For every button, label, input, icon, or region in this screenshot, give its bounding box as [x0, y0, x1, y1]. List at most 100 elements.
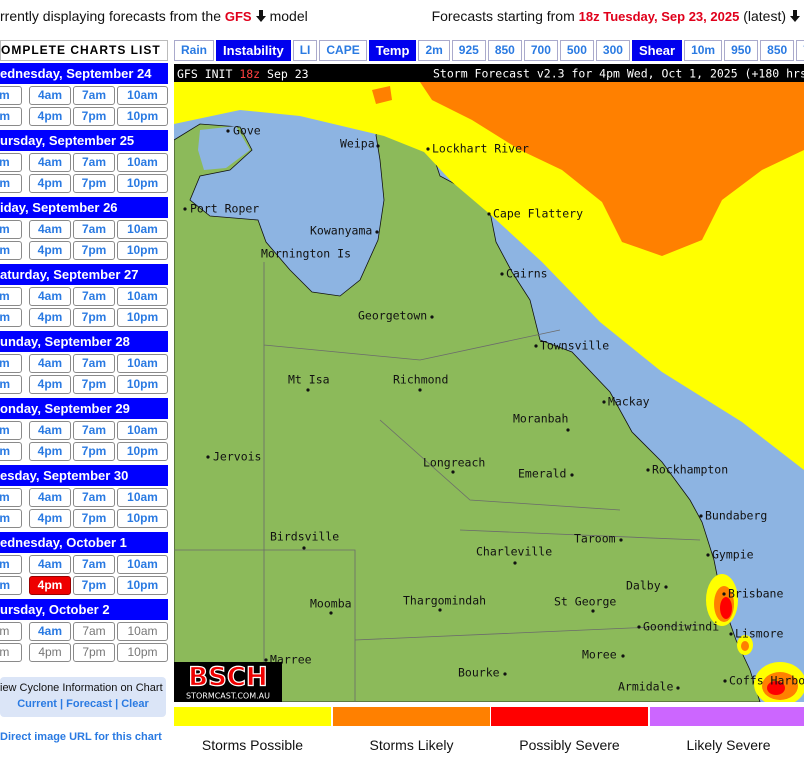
link[interactable]: Clear [121, 698, 149, 710]
time-button[interactable]: 7pm [73, 174, 115, 193]
time-button[interactable]: 4pm [29, 576, 71, 595]
time-button[interactable]: am [0, 555, 22, 574]
time-button[interactable]: 10am [117, 220, 168, 239]
time-button[interactable]: 4pm [29, 174, 71, 193]
time-button[interactable]: pm [0, 375, 22, 394]
time-button[interactable]: 4pm [29, 509, 71, 528]
link[interactable]: Forecast [66, 698, 113, 710]
time-button[interactable]: 4am [29, 421, 71, 440]
time-button[interactable]: pm [0, 107, 22, 126]
time-button[interactable]: am [0, 421, 22, 440]
time-button[interactable]: pm [0, 241, 22, 260]
tab[interactable]: Rain [174, 40, 215, 61]
time-button[interactable]: 7pm [73, 241, 115, 260]
tab[interactable]: 700 [523, 40, 558, 61]
time-button[interactable]: pm [0, 442, 22, 461]
time-button[interactable]: 10pm [117, 509, 168, 528]
time-button[interactable]: 10pm [117, 643, 168, 662]
time-button[interactable]: 7am [73, 287, 115, 306]
time-button[interactable]: pm [0, 576, 22, 595]
time-button[interactable]: 10am [117, 354, 168, 373]
arrow-icon[interactable] [255, 10, 267, 22]
time-button[interactable]: 7am [73, 622, 115, 641]
time-button[interactable]: 4pm [29, 107, 71, 126]
time-button[interactable]: 7pm [73, 643, 115, 662]
arrow-icon[interactable] [789, 10, 801, 22]
time-button[interactable]: 10pm [117, 576, 168, 595]
time-button[interactable]: 4am [29, 555, 71, 574]
time-button[interactable]: 7pm [73, 442, 115, 461]
tab[interactable]: Temp [368, 40, 417, 61]
tab[interactable]: 925 [451, 40, 486, 61]
tab[interactable]: 500 [559, 40, 594, 61]
time-button[interactable]: 10am [117, 555, 168, 574]
time-button[interactable]: 7pm [73, 308, 115, 327]
time-button[interactable]: 10am [117, 287, 168, 306]
time-button[interactable]: 10am [117, 153, 168, 172]
time-button[interactable]: am [0, 153, 22, 172]
time-button[interactable]: am [0, 622, 22, 641]
time-button[interactable]: 10am [117, 421, 168, 440]
time-button[interactable]: 4am [29, 220, 71, 239]
time-button[interactable]: 4pm [29, 442, 71, 461]
time-button[interactable]: 4am [29, 86, 71, 105]
time-button[interactable]: 7am [73, 488, 115, 507]
tab[interactable]: 850 [760, 40, 795, 61]
link[interactable]: Current [17, 698, 57, 710]
time-button[interactable]: 10pm [117, 442, 168, 461]
time-button[interactable]: 4pm [29, 643, 71, 662]
time-button[interactable]: pm [0, 643, 22, 662]
time-button[interactable]: 7pm [73, 375, 115, 394]
time-button[interactable]: 7pm [73, 576, 115, 595]
place-label: Gove [233, 124, 261, 138]
time-button[interactable]: 7am [73, 354, 115, 373]
place-label: Moranbah [513, 412, 568, 426]
time-button[interactable]: 10am [117, 86, 168, 105]
time-button[interactable]: 7am [73, 86, 115, 105]
tab[interactable]: LI [292, 40, 318, 61]
tab[interactable]: 700 [796, 40, 804, 61]
time-button[interactable]: 4am [29, 622, 71, 641]
time-button[interactable]: pm [0, 509, 22, 528]
time-button[interactable]: pm [0, 174, 22, 193]
tab[interactable]: 950 [724, 40, 759, 61]
time-button[interactable]: 7pm [73, 509, 115, 528]
time-button[interactable]: 10pm [117, 174, 168, 193]
tab[interactable]: 2m [418, 40, 450, 61]
text: OMPLETE CHARTS LIST [1, 43, 161, 57]
time-button[interactable]: 4pm [29, 308, 71, 327]
time-button[interactable]: 10am [117, 488, 168, 507]
time-button[interactable]: pm [0, 308, 22, 327]
time-button[interactable]: 10am [117, 622, 168, 641]
time-button[interactable]: 4am [29, 153, 71, 172]
tab[interactable]: Instability [216, 40, 291, 61]
time-button[interactable]: 7am [73, 153, 115, 172]
tab[interactable]: CAPE [319, 40, 367, 61]
text: GFS INIT [177, 67, 232, 81]
tab[interactable]: Shear [631, 40, 683, 61]
time-button[interactable]: 4am [29, 488, 71, 507]
time-button[interactable]: 7am [73, 421, 115, 440]
time-button[interactable]: am [0, 354, 22, 373]
time-button[interactable]: am [0, 86, 22, 105]
time-button[interactable]: 10pm [117, 308, 168, 327]
tab[interactable]: 300 [595, 40, 630, 61]
time-button[interactable]: 10pm [117, 241, 168, 260]
time-button[interactable]: 4am [29, 287, 71, 306]
time-button[interactable]: 10pm [117, 107, 168, 126]
time-button[interactable]: 4pm [29, 241, 71, 260]
time-button[interactable]: 10pm [117, 375, 168, 394]
charts-list-title[interactable]: OMPLETE CHARTS LIST [0, 40, 168, 61]
tab[interactable]: 850 [487, 40, 522, 61]
time-button[interactable]: 7pm [73, 107, 115, 126]
time-button[interactable]: 7am [73, 555, 115, 574]
time-button[interactable]: am [0, 220, 22, 239]
time-button[interactable]: am [0, 488, 22, 507]
time-button[interactable]: am [0, 287, 22, 306]
direct-url-link[interactable]: Direct image URL for this chart [0, 731, 162, 743]
place-label: Bourke [458, 666, 500, 680]
tab[interactable]: 10m [684, 40, 723, 61]
time-button[interactable]: 4pm [29, 375, 71, 394]
time-button[interactable]: 4am [29, 354, 71, 373]
time-button[interactable]: 7am [73, 220, 115, 239]
